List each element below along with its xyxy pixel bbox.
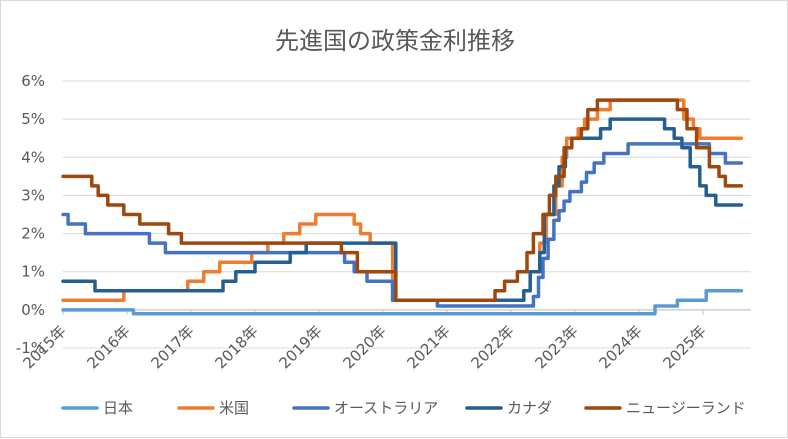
legend-label: ニュージーランド — [626, 399, 746, 417]
y-tick-label: 4% — [21, 148, 45, 166]
legend-label: オーストラリア — [334, 399, 438, 417]
x-tick-label: 2025年 — [659, 322, 709, 372]
y-tick-label: 6% — [21, 72, 45, 90]
x-tick-label: 2024年 — [595, 322, 645, 372]
y-tick-label: -1% — [16, 339, 45, 357]
legend: 日本 米国 オーストラリア カナダ ニュージーランド — [61, 399, 746, 417]
series-line-3 — [61, 117, 744, 303]
x-tick-label: 2017年 — [147, 322, 197, 372]
y-tick-label: 1% — [21, 263, 45, 281]
x-tick-label: 2023年 — [531, 322, 581, 372]
series-line-0 — [61, 289, 744, 316]
series-line-4 — [61, 98, 744, 303]
chart-title: 先進国の政策金利推移 — [275, 27, 515, 55]
y-tick-label: 5% — [21, 110, 45, 128]
x-tick-label: 2020年 — [339, 322, 389, 372]
legend-label: カナダ — [507, 399, 552, 417]
legend-label: 米国 — [219, 399, 249, 417]
x-tick-label: 2022年 — [467, 322, 517, 372]
x-tick-label: 2021年 — [403, 322, 453, 372]
series-line-2 — [61, 142, 744, 308]
y-tick-label: 0% — [21, 301, 45, 319]
y-axis: -1% 0% 1% 2% 3% 4% 5% 6% — [16, 72, 45, 357]
plot-area — [61, 98, 744, 316]
y-tick-label: 2% — [21, 225, 45, 243]
y-tick-label: 3% — [21, 186, 45, 204]
x-tick-label: 2016年 — [83, 322, 133, 372]
x-tick-label: 2018年 — [211, 322, 261, 372]
x-tick-label: 2019年 — [275, 322, 325, 372]
legend-label: 日本 — [103, 399, 133, 417]
series-line-1 — [61, 98, 744, 303]
gridlines — [63, 80, 751, 349]
x-axis: 2015年 2016年 2017年 2018年 2019年 2020年 2021年 2022年… — [19, 309, 710, 372]
